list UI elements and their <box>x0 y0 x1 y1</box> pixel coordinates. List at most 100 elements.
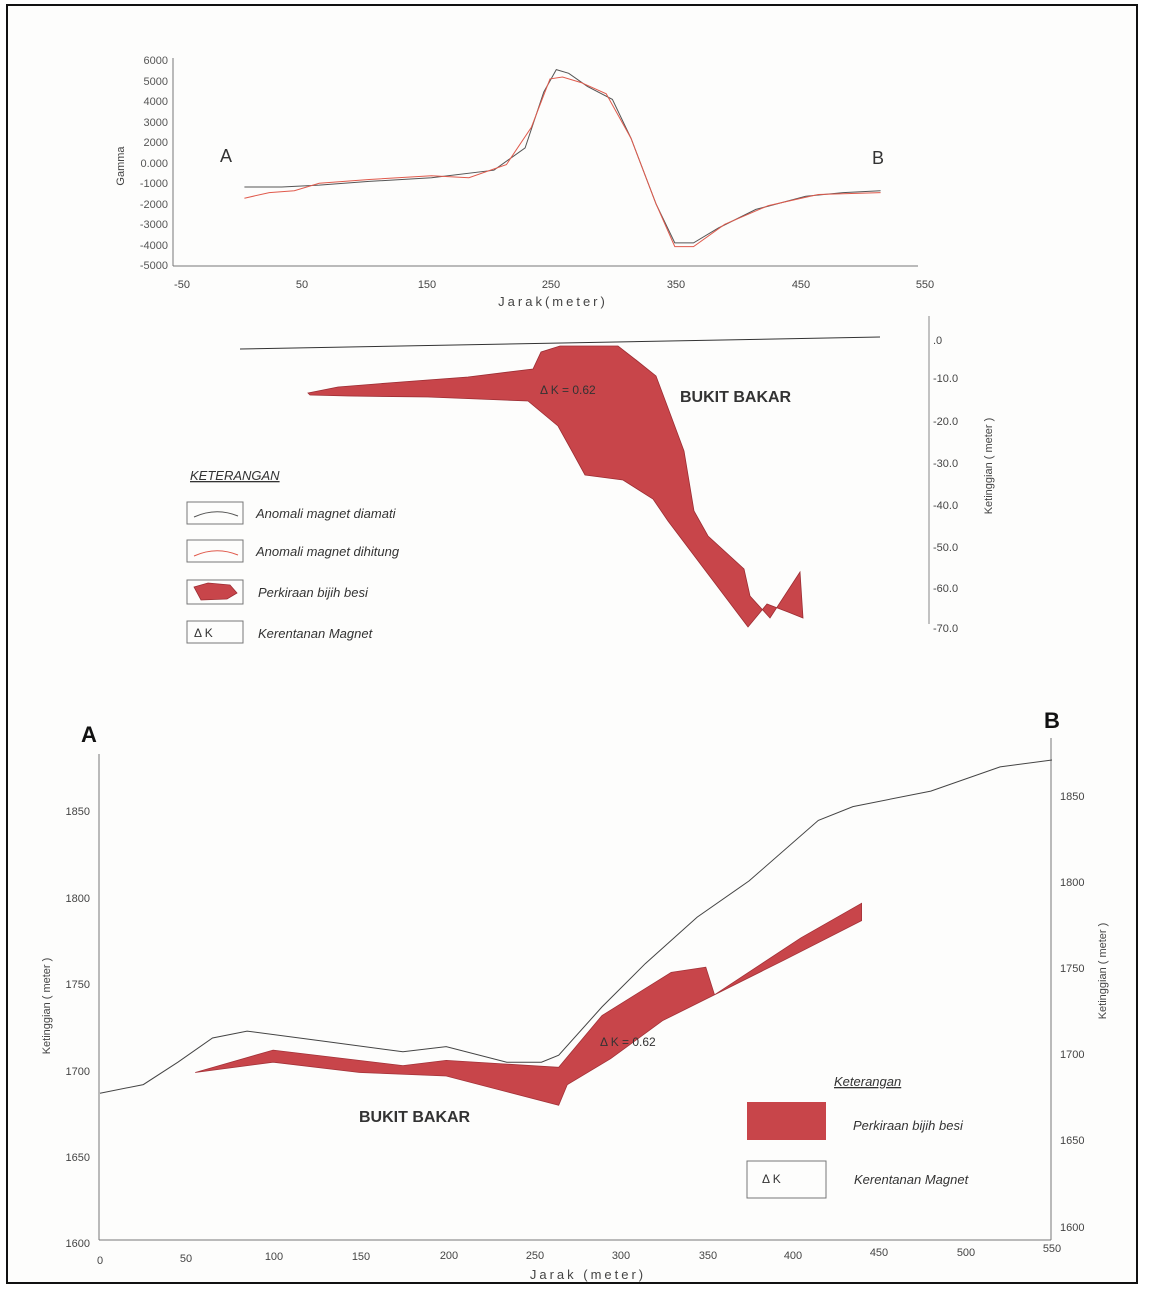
bot-x-tick: 50 <box>180 1253 192 1265</box>
mid-bukit-bakar-label: BUKIT BAKAR <box>680 389 792 406</box>
figure-canvas: 6000 5000 4000 3000 2000 0.000 -1000 -20… <box>41 55 1109 1282</box>
legend-observed-swatch <box>193 511 239 518</box>
bot-x-tick: 350 <box>699 1250 717 1262</box>
top-series-lines <box>244 69 881 248</box>
top-y-tick: 3000 <box>144 117 168 129</box>
bot-right-tick: 1800 <box>1060 877 1084 889</box>
bot-x-tick: 500 <box>957 1247 975 1259</box>
legend-computed-swatch <box>193 550 239 557</box>
top-legend-title: KETERANGAN <box>190 468 280 483</box>
top-y-tick: 2000 <box>144 137 168 149</box>
bot-left-tick: 1850 <box>66 806 90 818</box>
top-x-axis-label: Jarak(meter) <box>498 294 608 309</box>
legend-computed-box <box>186 539 244 563</box>
bot-point-b-label: B <box>1044 708 1060 733</box>
bot-left-tick: 1750 <box>66 979 90 991</box>
top-x-tick: 250 <box>542 279 560 291</box>
series-line-2 <box>244 76 881 248</box>
bot-point-a-label: A <box>81 722 97 747</box>
top-x-tick: 350 <box>667 279 685 291</box>
top-y-tick: 0.000 <box>140 158 168 170</box>
top-x-tick: 450 <box>792 279 810 291</box>
bot-left-tick: 1600 <box>66 1238 90 1250</box>
depth-cross-section: Δ K = 0.62 BUKIT BAKAR .0 -10.0 -20.0 -3… <box>186 316 995 644</box>
depth-tick: -50.0 <box>933 542 958 554</box>
bot-chart-shapes <box>99 759 1053 1106</box>
bot-right-tick: 1650 <box>1060 1135 1084 1147</box>
depth-axis-label: Ketinggian ( meter ) <box>983 418 995 515</box>
bot-x-tick: 150 <box>352 1251 370 1263</box>
bot-right-tick: 1850 <box>1060 791 1084 803</box>
ore-body-polygon <box>195 902 862 1106</box>
top-x-tick: 50 <box>296 279 308 291</box>
bot-x-axis-label: Jarak (meter) <box>530 1267 646 1282</box>
bot-legend-ore-swatch <box>747 1102 826 1140</box>
top-y-tick: -5000 <box>140 260 168 272</box>
legend-ore-box <box>186 579 244 605</box>
ore-body-depth-shape <box>307 345 804 628</box>
bot-legend-title: Keterangan <box>834 1074 901 1089</box>
surface-line <box>239 336 881 350</box>
bot-left-tick: 1650 <box>66 1152 90 1164</box>
bot-x-tick-labels: 0 50 100 150 200 250 300 350 400 450 500… <box>97 1243 1061 1267</box>
bot-legend-k-symbol: Δ K <box>762 1172 781 1186</box>
bot-x-tick: 200 <box>440 1250 458 1262</box>
bot-x-tick: 250 <box>526 1250 544 1262</box>
bot-right-tick: 1700 <box>1060 1049 1084 1061</box>
top-x-tick: 550 <box>916 279 934 291</box>
top-point-a-label: A <box>220 146 232 166</box>
bot-x-tick: 400 <box>784 1250 802 1262</box>
bot-left-tick: 1700 <box>66 1066 90 1078</box>
bot-legend: Keterangan Perkiraan bijih besi Δ K Kere… <box>746 1074 970 1199</box>
top-y-tick: -1000 <box>140 178 168 190</box>
bot-x-tick: 100 <box>265 1251 283 1263</box>
depth-tick: -30.0 <box>933 458 958 470</box>
legend-ore-swatch <box>193 582 238 601</box>
scanned-page: 6000 5000 4000 3000 2000 0.000 -1000 -20… <box>6 4 1138 1284</box>
depth-tick: -70.0 <box>933 623 958 635</box>
top-y-tick: -4000 <box>140 240 168 252</box>
top-x-tick: -50 <box>174 279 190 291</box>
bot-left-tick: 1800 <box>66 893 90 905</box>
depth-tick: -20.0 <box>933 416 958 428</box>
bot-x-tick: 450 <box>870 1247 888 1259</box>
magnetic-anomaly-chart: 6000 5000 4000 3000 2000 0.000 -1000 -20… <box>115 55 934 309</box>
top-y-tick: 4000 <box>144 96 168 108</box>
mid-k-annotation: Δ K = 0.62 <box>540 383 596 397</box>
bot-bukit-bakar-label: BUKIT BAKAR <box>359 1109 471 1126</box>
bot-right-tick: 1600 <box>1060 1222 1084 1234</box>
legend-ore-label: Perkiraan bijih besi <box>258 585 369 600</box>
top-y-tick: 5000 <box>144 76 168 88</box>
bot-k-annotation: Δ K = 0.62 <box>600 1035 656 1049</box>
depth-tick: .0 <box>933 335 942 347</box>
top-y-tick: 6000 <box>144 55 168 67</box>
depth-tick: -60.0 <box>933 583 958 595</box>
top-y-axis-label: Gamma <box>115 146 127 186</box>
legend-observed-label: Anomali magnet diamati <box>255 506 397 521</box>
elevation-cross-section-chart: A B 1850 1800 1750 1700 1650 1600 1850 1… <box>41 708 1109 1282</box>
depth-tick-labels: .0 -10.0 -20.0 -30.0 -40.0 -50.0 -60.0 -… <box>933 335 958 635</box>
legend-k-box <box>186 620 244 644</box>
legend-computed-label: Anomali magnet dihitung <box>255 544 400 559</box>
top-legend: KETERANGAN Anomali magnet diamati Anomal… <box>186 468 400 644</box>
top-y-tick: -2000 <box>140 199 168 211</box>
bot-left-tick-labels: 1850 1800 1750 1700 1650 1600 <box>66 806 90 1250</box>
series-line-1 <box>244 69 881 244</box>
bot-right-axis-label: Ketinggian ( meter ) <box>1097 923 1109 1020</box>
bot-legend-k-label: Kerentanan Magnet <box>854 1172 970 1187</box>
bot-x-tick: 0 <box>97 1255 103 1267</box>
top-y-tick-labels: 6000 5000 4000 3000 2000 0.000 -1000 -20… <box>140 55 168 272</box>
legend-k-label: Kerentanan Magnet <box>258 626 374 641</box>
depth-tick: -10.0 <box>933 373 958 385</box>
top-y-tick: -3000 <box>140 219 168 231</box>
bot-right-tick-labels: 1850 1800 1750 1700 1650 1600 <box>1060 791 1084 1234</box>
bot-x-tick: 550 <box>1043 1243 1061 1255</box>
legend-observed-box <box>186 501 244 525</box>
bot-left-axis-label: Ketinggian ( meter ) <box>41 958 53 1055</box>
top-point-b-label: B <box>872 148 884 168</box>
topography-line <box>99 759 1053 1094</box>
bot-right-tick: 1750 <box>1060 963 1084 975</box>
bot-legend-ore-label: Perkiraan bijih besi <box>853 1118 964 1133</box>
legend-k-symbol: Δ K <box>194 626 213 640</box>
bot-x-tick: 300 <box>612 1250 630 1262</box>
